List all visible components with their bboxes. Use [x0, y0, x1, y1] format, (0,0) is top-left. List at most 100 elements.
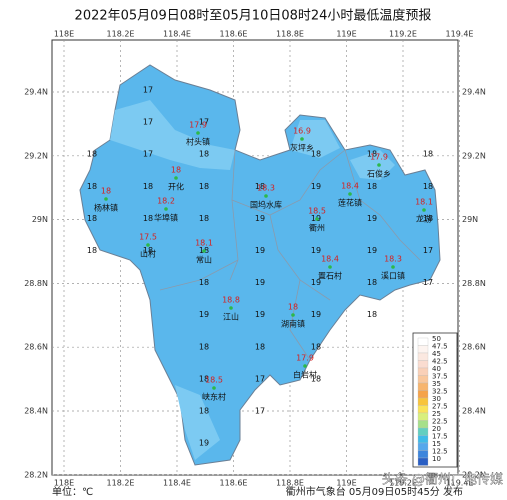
grid-value: 18 — [87, 214, 97, 223]
station-dot — [196, 131, 200, 135]
station-name: 灰坪乡 — [290, 143, 314, 153]
lon-label: 118.8E — [276, 479, 304, 488]
grid-value: 18 — [367, 182, 377, 191]
legend-label: 30 — [432, 395, 441, 403]
station-dot — [291, 313, 295, 317]
legend-swatch — [417, 450, 429, 459]
grid-value: 18 — [311, 342, 321, 351]
grid-value: 19 — [311, 246, 321, 255]
station-temp: 18.5 — [205, 376, 223, 385]
grid-value: 18 — [311, 150, 321, 159]
legend-swatch — [417, 367, 429, 376]
grid-value: 18 — [255, 342, 265, 351]
station-name: 溪口镇 — [381, 271, 405, 281]
station-temp: 18.1 — [195, 239, 213, 248]
lat-label: 28.2N — [462, 470, 486, 479]
legend-label: 40 — [432, 365, 441, 373]
title: 2022年05月09日08时至05月10日08时24小时最低温度预报 — [75, 8, 432, 24]
station-name: 峡东村 — [202, 392, 226, 402]
station-dot — [264, 194, 268, 198]
grid-value: 19 — [255, 278, 265, 287]
grid-value: 18 — [367, 278, 377, 287]
lat-label: 29.2N — [462, 151, 486, 160]
station-temp: 18.3 — [384, 255, 402, 264]
unit: 单位：℃ — [52, 485, 93, 498]
lon-label: 118E — [54, 479, 74, 488]
legend-swatch — [417, 337, 429, 346]
lat-label: 28.4N — [24, 407, 48, 416]
station-dot — [315, 217, 319, 221]
grid-value: 18 — [199, 278, 209, 287]
station-name: 开化 — [168, 182, 184, 192]
lat-label: 29N — [32, 215, 48, 224]
station-temp: 17.9 — [370, 153, 388, 162]
station-temp: 16.9 — [293, 127, 311, 136]
station-name: 国坞水库 — [250, 200, 282, 210]
legend-label: 37.5 — [432, 373, 448, 381]
legend-label: 12.5 — [432, 448, 448, 456]
grid-value: 19 — [311, 310, 321, 319]
legend-swatch — [417, 397, 429, 406]
station-dot — [348, 192, 352, 196]
lon-label: 118.8E — [276, 30, 304, 39]
lat-label: 29.2N — [24, 151, 48, 160]
lon-label: 118.2E — [107, 479, 135, 488]
grid-value: 18 — [143, 182, 153, 191]
grid-value: 18 — [143, 246, 153, 255]
grid-value: 17 — [255, 407, 265, 416]
lon-label: 118E — [54, 30, 74, 39]
legend-label: 42.5 — [432, 358, 448, 366]
legend-swatch — [417, 435, 429, 444]
station-dot — [422, 208, 426, 212]
lon-label: 119E — [336, 30, 356, 39]
lon-label: 118.2E — [107, 30, 135, 39]
station-dot — [328, 265, 332, 269]
legend-swatch — [417, 457, 429, 466]
legend-label: 10 — [432, 455, 441, 463]
station-temp: 18.2 — [157, 197, 175, 206]
legend-swatch — [417, 382, 429, 391]
legend-label: 47.5 — [432, 343, 448, 351]
legend-label: 50 — [432, 335, 441, 343]
grid-value: 18 — [255, 182, 265, 191]
grid-value: 19 — [255, 214, 265, 223]
station-name: 常山 — [196, 255, 212, 265]
legend-label: 22.5 — [432, 418, 448, 426]
station-name: 龙游 — [416, 214, 432, 224]
station-name: 莲花镇 — [338, 198, 362, 208]
grid-value: 18 — [143, 214, 153, 223]
grid-value: 19 — [199, 310, 209, 319]
warm-zone — [110, 100, 395, 460]
grid-value: 18 — [311, 374, 321, 383]
station-name: 村头镇 — [186, 137, 210, 147]
station-temp: 18.1 — [415, 198, 433, 207]
legend-label: 32.5 — [432, 388, 448, 396]
lat-label: 28.6N — [24, 343, 48, 352]
lon-label: 119.2E — [389, 479, 417, 488]
grid-value: 18 — [199, 150, 209, 159]
legend-swatch — [417, 405, 429, 414]
station-temp: 18 — [101, 187, 111, 196]
legend-swatch — [417, 345, 429, 354]
grid-value: 17 — [143, 150, 153, 159]
grid-value: 17 — [423, 278, 433, 287]
grid-value: 18 — [367, 150, 377, 159]
grid-value: 19 — [311, 278, 321, 287]
watermark: 头条 @衢州广电传媒 — [382, 472, 503, 488]
lon-label: 119.2E — [389, 30, 417, 39]
legend-swatch — [417, 375, 429, 384]
legend-label: 35 — [432, 380, 441, 388]
footer: 衢州市气象台 05月09日05时45分 发布 — [286, 485, 463, 498]
grid-value: 17 — [423, 246, 433, 255]
grid-value: 18 — [423, 182, 433, 191]
station-dot — [303, 364, 307, 368]
legend-label: 27.5 — [432, 403, 448, 411]
legend-swatch — [417, 427, 429, 436]
lon-label: 119E — [336, 479, 356, 488]
station-dot — [104, 197, 108, 201]
legend-swatch — [417, 352, 429, 361]
grid-value: 18 — [367, 310, 377, 319]
station-dot — [174, 176, 178, 180]
grid-value: 18 — [199, 182, 209, 191]
